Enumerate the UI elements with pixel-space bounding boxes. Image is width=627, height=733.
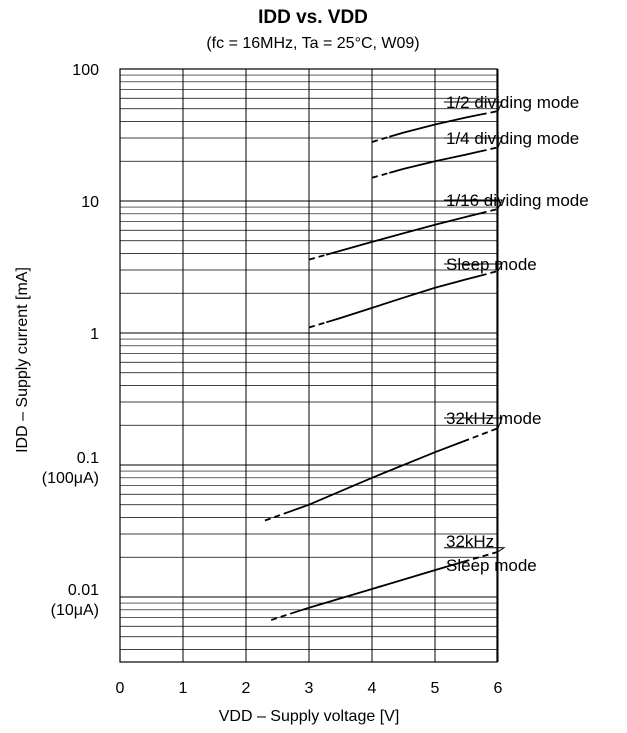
x-tick-label: 1 <box>179 680 188 697</box>
series-dashed-start <box>371 172 390 179</box>
series-dashed-start <box>371 135 390 143</box>
series-label: 1/16 dividing mode <box>446 191 589 210</box>
series-dashed-start <box>308 321 327 329</box>
x-tick-label: 3 <box>305 680 314 697</box>
series-label: 1/4 dividing mode <box>446 129 579 148</box>
series-leader <box>444 199 503 210</box>
series-leader <box>444 263 503 272</box>
x-tick-label: 4 <box>368 680 377 697</box>
y-tick-label: 0.1 <box>77 450 99 467</box>
y-tick-sublabel: (10μA) <box>51 602 99 619</box>
y-tick-label: 0.01 <box>68 582 99 599</box>
series-line <box>371 110 499 143</box>
series-dashed-start <box>308 253 327 261</box>
series-curves <box>264 110 499 621</box>
x-tick-label: 5 <box>431 680 440 697</box>
chart-title: IDD vs. VDD <box>258 7 368 28</box>
series-solid <box>291 560 464 615</box>
x-tick-label: 0 <box>116 680 125 697</box>
plot-frame <box>119 68 498 663</box>
series-dashed-start <box>270 612 293 621</box>
y-axis-label: IDD – Supply current [mA] <box>14 267 31 453</box>
series-leader <box>444 137 503 148</box>
x-tick-label: 2 <box>242 680 251 697</box>
x-tick-label: 6 <box>494 680 503 697</box>
series-solid <box>389 150 481 174</box>
series-solid <box>326 212 481 256</box>
y-tick-labels: 100 10 1 0.1 (100μA) 0.01 (10μA) <box>42 62 99 619</box>
y-tick-label: 1 <box>90 326 99 343</box>
series-line <box>371 146 499 179</box>
plot-grid <box>120 69 499 662</box>
y-tick-label: 100 <box>72 62 99 79</box>
series-dashed-end <box>480 208 499 215</box>
series-dashed-end <box>480 110 499 116</box>
series-solid <box>389 113 481 138</box>
x-axis-label: VDD – Supply voltage [V] <box>219 708 400 725</box>
y-tick-label: 10 <box>81 194 99 211</box>
chart-subtitle: (fc = 16MHz, Ta = 25°C, W09) <box>206 35 419 52</box>
x-tick-labels: 0 1 2 3 4 5 6 <box>116 680 503 697</box>
series-line <box>308 270 499 329</box>
y-tick-sublabel: (100μA) <box>42 470 99 487</box>
series-dashed-end <box>463 427 499 443</box>
series-line <box>264 427 499 522</box>
series-solid <box>288 440 464 513</box>
series-dashed-end <box>463 550 499 563</box>
series-label-line2: Sleep mode <box>446 556 537 575</box>
series-labels: 1/2 dividing mode 1/4 dividing mode 1/16 d… <box>444 93 589 575</box>
series-label: 1/2 dividing mode <box>446 93 579 112</box>
series-line <box>270 550 499 621</box>
series-leader <box>444 101 503 112</box>
series-label: Sleep mode <box>446 255 537 274</box>
series-line <box>308 208 499 261</box>
series-dashed-start <box>264 510 290 522</box>
series-leader <box>444 547 506 553</box>
series-leader <box>444 417 503 429</box>
series-dashed-end <box>480 270 499 277</box>
series-label: 32kHz mode <box>446 409 541 428</box>
series-dashed-end <box>480 146 499 153</box>
series-solid <box>326 274 481 324</box>
series-label: 32kHz <box>446 532 494 551</box>
